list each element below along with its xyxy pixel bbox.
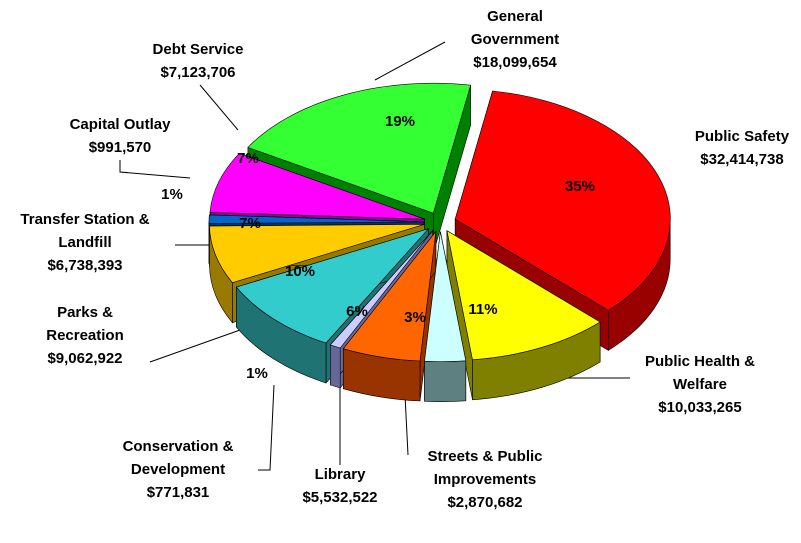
slice: [454, 90, 671, 311]
value-label: $5,532,522: [302, 489, 378, 506]
percent-label: 11%: [468, 301, 497, 318]
percent-label: 1%: [246, 365, 268, 382]
category-label: Conservation & Development: [122, 438, 234, 478]
value-label: $771,831: [146, 484, 210, 501]
slice: [446, 230, 601, 401]
slice: [424, 231, 467, 362]
percent-label: 19%: [385, 113, 415, 130]
slice: [424, 231, 467, 402]
leader-line: [199, 84, 239, 131]
value-label: $32,414,738: [700, 151, 784, 168]
leader-line: [149, 329, 241, 363]
value-label: $7,123,706: [160, 64, 236, 81]
percent-label: 35%: [565, 178, 595, 195]
category-label: Capital Outlay: [69, 116, 171, 133]
slice-side: [424, 360, 467, 402]
slice: [209, 224, 425, 284]
percent-label: 6%: [346, 303, 368, 320]
percent-label: 1%: [161, 186, 183, 203]
leader-line: [258, 384, 275, 471]
category-label: Library: [314, 466, 366, 483]
slice: [247, 82, 471, 214]
category-label: Public Safety: [694, 128, 790, 145]
value-label: $6,738,393: [47, 257, 123, 274]
value-label: $9,062,922: [47, 350, 123, 367]
percent-label: 7%: [237, 150, 259, 167]
slice: [208, 214, 425, 224]
percent-label: 7%: [239, 215, 261, 232]
percent-label: 3%: [404, 309, 426, 326]
value-label: $10,033,265: [658, 399, 742, 416]
category-label: Debt Service: [152, 41, 244, 58]
slice: [446, 230, 601, 361]
leader-line: [374, 41, 446, 81]
category-label: Public Health & Welfare: [644, 353, 756, 393]
leader-line: [404, 394, 409, 456]
slice: [235, 228, 430, 344]
category-label: General Government: [470, 8, 560, 48]
slice: [209, 153, 425, 220]
category-label: Parks & Recreation: [46, 304, 124, 344]
percent-label: 10%: [285, 263, 315, 280]
category-label: Streets & Public Improvements: [427, 448, 543, 488]
slice: [342, 230, 437, 402]
slice: [342, 230, 437, 362]
category-label: Transfer Station & Landfill: [20, 211, 150, 251]
value-label: $991,570: [88, 139, 152, 156]
leader-line: [119, 160, 191, 179]
value-label: $18,099,654: [473, 54, 557, 71]
slice-side: [330, 344, 341, 389]
slice: [329, 230, 433, 349]
value-label: $2,870,682: [447, 494, 523, 511]
